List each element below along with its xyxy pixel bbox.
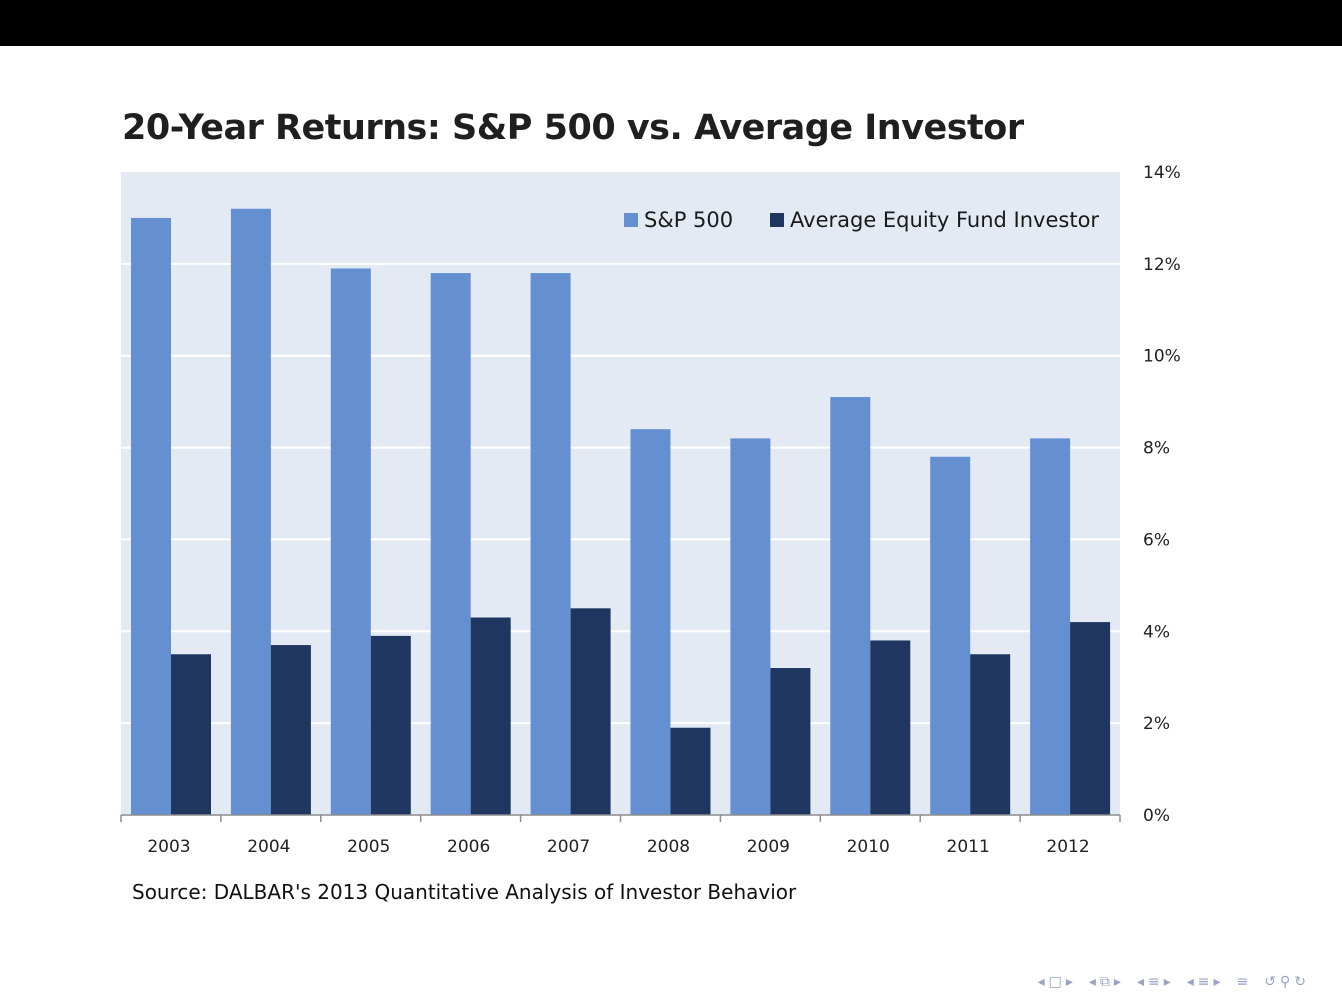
y-tick-label: 6% xyxy=(1143,530,1170,550)
nav-right-arrow[interactable]: ▸ xyxy=(1113,974,1121,990)
bar-investor xyxy=(1070,622,1111,815)
bar-investor xyxy=(670,727,711,815)
redo-icon[interactable]: ↻ xyxy=(1294,974,1306,990)
x-tick-label: 2011 xyxy=(947,837,990,857)
y-tick-label: 8% xyxy=(1143,439,1170,459)
bar-sp500 xyxy=(530,273,571,815)
subsection-icon[interactable]: ⧉ xyxy=(1099,974,1110,990)
y-tick-label: 14% xyxy=(1143,163,1181,183)
x-tick-label: 2007 xyxy=(547,837,590,857)
undo-icon[interactable]: ↺ xyxy=(1264,974,1276,990)
section-icon[interactable]: ≡ xyxy=(1147,974,1160,990)
nav-right-arrow[interactable]: ▸ xyxy=(1163,974,1171,990)
nav-left-arrow[interactable]: ◂ xyxy=(1037,974,1045,990)
bar-sp500 xyxy=(430,273,471,815)
legend-label-sp500: S&P 500 xyxy=(644,208,733,232)
bar-sp500 xyxy=(830,397,871,815)
y-tick-label: 12% xyxy=(1143,255,1181,275)
legend: S&P 500 Average Equity Fund Investor xyxy=(624,208,1099,232)
bar-sp500 xyxy=(1030,438,1071,815)
bar-sp500 xyxy=(330,268,371,815)
bar-investor xyxy=(171,654,211,815)
bar-sp500 xyxy=(131,217,171,815)
bar-investor xyxy=(970,654,1011,815)
nav-left-arrow[interactable]: ◂ xyxy=(1088,974,1096,990)
y-tick-label: 2% xyxy=(1143,714,1170,734)
y-axis: 0% 2% 4% 6% 8% 10% 12% 14% xyxy=(1143,163,1181,826)
x-tick-label: 2006 xyxy=(447,837,490,857)
x-axis: 2003 2004 2005 2006 2007 2008 2009 2010 2011 2012 xyxy=(120,814,1121,857)
beamer-navigation: ◂ □ ▸ ◂ ⧉ ▸ ◂ ≡ ▸ ◂ ≡ ▸ ≡ ↺ ⚲ ↻ xyxy=(1038,972,1316,992)
bars xyxy=(131,208,1111,815)
bar-investor xyxy=(570,608,611,815)
x-tick-label: 2009 xyxy=(747,837,790,857)
nav-right-arrow[interactable]: ▸ xyxy=(1065,974,1073,990)
y-tick-label: 4% xyxy=(1143,622,1170,642)
nav-left-arrow[interactable]: ◂ xyxy=(1136,974,1144,990)
bar-investor xyxy=(470,617,511,815)
legend-swatch-sp500 xyxy=(624,213,638,227)
frame-icon[interactable]: □ xyxy=(1048,974,1062,990)
bar-investor xyxy=(770,668,811,815)
source-note: Source: DALBAR's 2013 Quantitative Analy… xyxy=(132,880,797,904)
bar-investor xyxy=(270,645,311,815)
x-tick-label: 2008 xyxy=(647,837,690,857)
bar-sp500 xyxy=(230,208,271,815)
bar-investor xyxy=(370,635,411,815)
top-bar xyxy=(0,0,1342,46)
bar-investor xyxy=(870,640,911,815)
legend-label-investor: Average Equity Fund Investor xyxy=(790,208,1099,232)
nav-right-arrow[interactable]: ▸ xyxy=(1213,974,1221,990)
x-tick-label: 2003 xyxy=(147,837,190,857)
bar-sp500 xyxy=(730,438,771,815)
bar-sp500 xyxy=(630,429,671,815)
x-tick-label: 2005 xyxy=(347,837,390,857)
x-tick-label: 2010 xyxy=(847,837,890,857)
x-tick-label: 2012 xyxy=(1046,837,1089,857)
x-tick-label: 2004 xyxy=(247,837,290,857)
nav-left-arrow[interactable]: ◂ xyxy=(1186,974,1194,990)
search-icon[interactable]: ⚲ xyxy=(1280,974,1291,990)
y-tick-label: 0% xyxy=(1143,806,1170,826)
bar-sp500 xyxy=(930,456,971,815)
legend-swatch-investor xyxy=(770,213,784,227)
y-tick-label: 10% xyxy=(1143,347,1181,367)
chart-title: 20-Year Returns: S&P 500 vs. Average Inv… xyxy=(122,108,1024,148)
align-icon[interactable]: ≡ xyxy=(1236,974,1249,990)
section-icon[interactable]: ≡ xyxy=(1197,974,1210,990)
